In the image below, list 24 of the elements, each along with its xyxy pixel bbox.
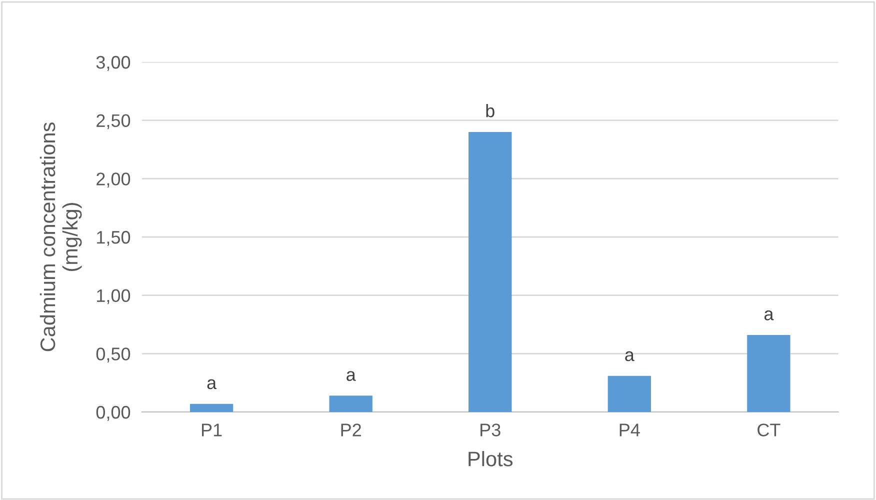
annotation: a [625, 351, 634, 362]
y-tick-label: 0,50 [96, 348, 130, 363]
y-axis-title: Cadmium concentrations (mg/kg) [40, 122, 82, 352]
x-tick-label: P3 [480, 424, 500, 436]
y-tick-label: 3,00 [96, 56, 130, 71]
bar [190, 404, 234, 412]
annotation: a [764, 310, 774, 320]
y-tick-label: 1,00 [97, 289, 130, 304]
bar [329, 396, 372, 412]
x-tick-label: P1 [202, 424, 222, 436]
x-tick-label: CT [758, 424, 780, 436]
y-tick-label: 1,50 [97, 230, 130, 246]
bar [608, 376, 651, 412]
y-tick-label: 0,00 [96, 406, 130, 421]
annotation: a [346, 371, 356, 381]
x-axis-title: Plots [468, 451, 513, 466]
y-tick-label: 2,50 [96, 114, 130, 130]
x-tick-label: P4 [620, 424, 640, 436]
y-tick-label: 2,00 [96, 172, 130, 188]
bar [468, 132, 512, 412]
annotation: a [207, 379, 217, 390]
annotation: b [486, 104, 494, 118]
bar [747, 335, 790, 412]
x-tick-label: P2 [341, 424, 361, 436]
